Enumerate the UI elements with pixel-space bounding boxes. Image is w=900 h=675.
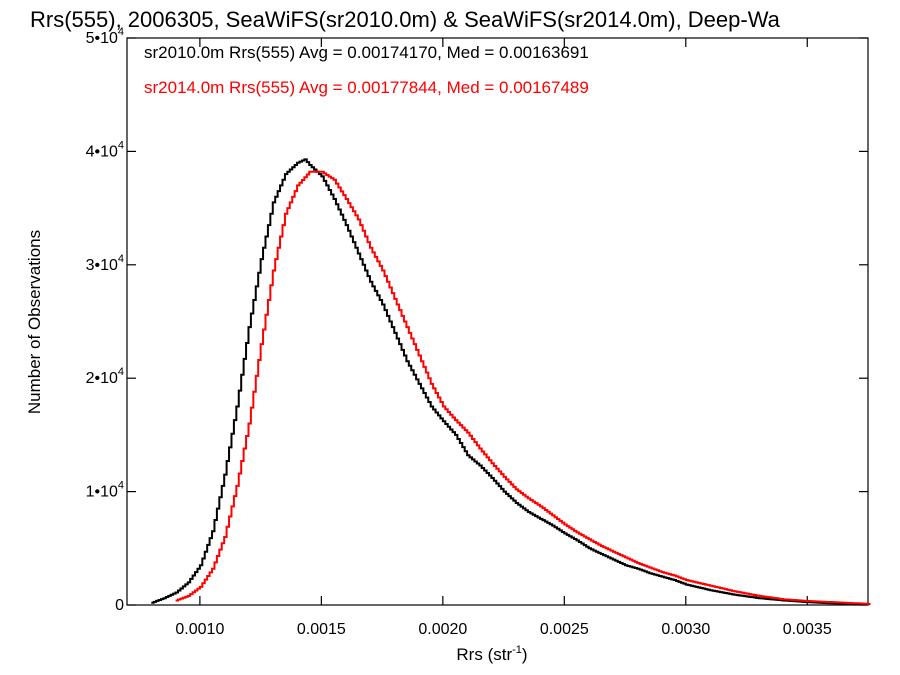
x-tick-label-1: 0.0015 [297,621,346,638]
legend-entry-sr2010: sr2010.0m Rrs(555) Avg = 0.00174170, Med… [144,43,589,62]
x-tick-label-5: 0.0035 [783,621,832,638]
legend-entry-sr2014: sr2014.0m Rrs(555) Avg = 0.00177844, Med… [144,78,589,97]
y-axis-label: Number of Observations [25,230,44,414]
y-axis: 0 1•104 2•104 3•104 4•104 5•104 [86,26,868,614]
plot-series [151,158,871,606]
x-tick-label-3: 0.0025 [540,621,589,638]
chart-title: Rrs(555), 2006305, SeaWiFS(sr2010.0m) & … [30,7,781,32]
x-tick-label-2: 0.0020 [418,621,467,638]
y-tick-label-1: 1•104 [86,480,124,501]
x-tick-label-4: 0.0030 [661,621,710,638]
x-axis-label: Rrs (str-1) [456,644,527,664]
y-tick-label-4: 4•104 [86,139,124,160]
plot-frame [126,37,869,606]
y-tick-label-2: 2•104 [86,366,124,387]
x-tick-label-0: 0.0010 [175,621,224,638]
y-tick-label-5: 5•104 [86,26,124,47]
x-axis: 0.0010 0.0015 0.0020 0.0025 0.0030 0.0035 [175,38,832,638]
series-line-0 [151,158,871,606]
series-line-1 [175,170,871,605]
y-tick-label-0: 0 [115,597,124,614]
y-tick-label-3: 3•104 [86,253,124,274]
